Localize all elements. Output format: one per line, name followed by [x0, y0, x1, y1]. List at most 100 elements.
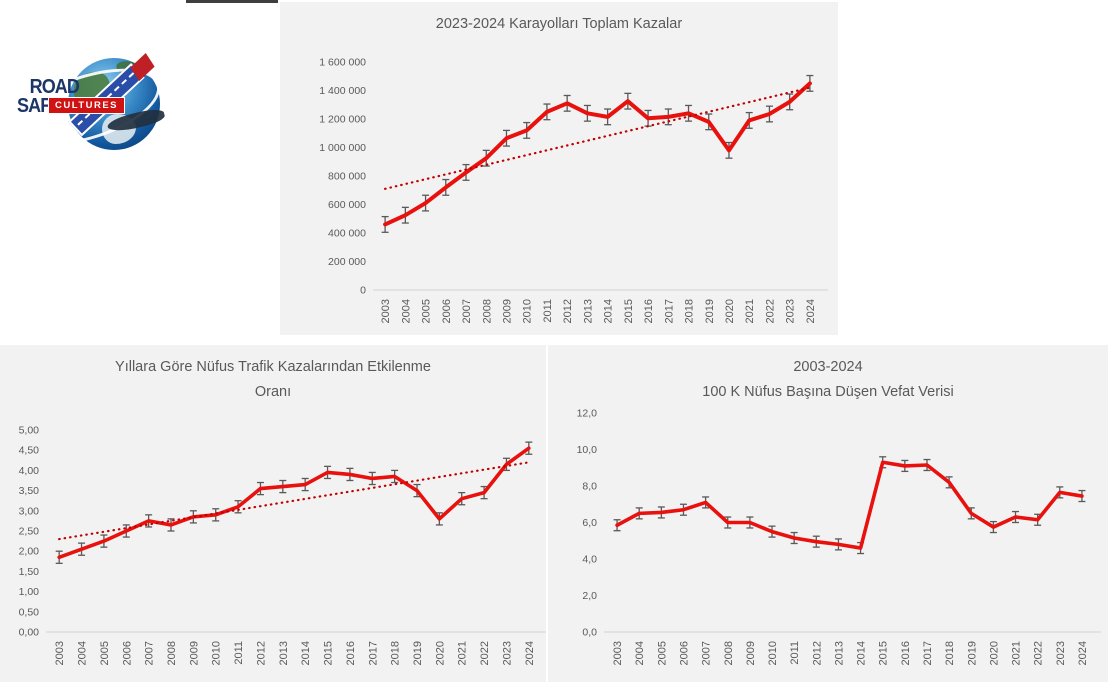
x-tick-label: 2019 [412, 641, 424, 665]
x-tick-label: 2019 [966, 641, 978, 665]
x-tick-label: 2024 [524, 641, 536, 665]
chart-title-line: 100 K Nüfus Başına Düşen Vefat Verisi [702, 384, 954, 400]
y-tick-label: 10,0 [577, 444, 598, 456]
x-tick-label: 2012 [255, 641, 267, 665]
x-tick-label: 2017 [922, 641, 934, 665]
x-tick-label: 2015 [623, 299, 635, 323]
chart-title-line: 2023-2024 Karayolları Toplam Kazalar [435, 16, 683, 32]
x-tick-label: 2019 [704, 299, 716, 323]
x-tick-label: 2020 [434, 641, 446, 665]
y-tick-label: 1 400 000 [319, 85, 366, 97]
logo-word-road: ROAD [29, 76, 80, 98]
x-tick-label: 2009 [501, 299, 513, 323]
x-tick-label: 2018 [684, 299, 696, 323]
x-tick-label: 2004 [400, 299, 412, 323]
x-tick-label: 2013 [278, 641, 290, 665]
series-line [615, 460, 1084, 550]
trendline [58, 461, 530, 541]
y-tick-label: 200 000 [328, 256, 366, 268]
x-tick-label: 2016 [345, 641, 357, 665]
series-line [57, 446, 531, 560]
chart-title: 2003-2024 100 K Nüfus Başına Düşen Vefat… [548, 355, 1108, 405]
x-tick-label: 2015 [323, 641, 335, 665]
x-tick-label: 2020 [988, 641, 1000, 665]
x-tick-label: 2014 [603, 299, 615, 323]
y-tick-label: 4,0 [582, 554, 597, 566]
x-tick-label: 2006 [678, 641, 690, 665]
x-tick-label: 2016 [643, 299, 655, 323]
chart-title: 2023-2024 Karayolları Toplam Kazalar [280, 12, 838, 37]
x-tick-label: 2022 [1033, 641, 1045, 665]
y-tick-label: 0,50 [19, 606, 40, 618]
y-tick-label: 6,0 [582, 517, 597, 529]
x-tick-label: 2009 [745, 641, 757, 665]
x-tick-label: 2015 [878, 641, 890, 665]
x-tick-label: 2020 [724, 299, 736, 323]
x-tick-label: 2007 [461, 299, 473, 323]
y-tick-label: 5,00 [19, 425, 40, 437]
x-tick-label: 2009 [188, 641, 200, 665]
y-tick-label: 0,0 [582, 627, 597, 639]
impact-rate-plot: 0,00 0,50 1,00 1,50 2,00 2,50 3,00 3,50 4,00 4,50… [19, 425, 546, 665]
x-tick-label: 2010 [211, 641, 223, 665]
y-tick-label: 1,50 [19, 566, 40, 578]
x-tick-label: 2017 [663, 299, 675, 323]
y-tick-label: 2,00 [19, 546, 40, 558]
y-tick-label: 4,50 [19, 445, 40, 457]
total-accidents-chart: 2023-2024 Karayolları Toplam Kazalar 0 20… [280, 2, 838, 335]
chart-title: Yıllara Göre Nüfus Trafik Kazalarından E… [0, 355, 546, 405]
x-tick-label: 2006 [441, 299, 453, 323]
x-tick-label: 2021 [457, 641, 469, 665]
x-tick-label: 2017 [367, 641, 379, 665]
x-tick-label: 2016 [900, 641, 912, 665]
x-tick-label: 2010 [522, 299, 534, 323]
x-tick-label: 2008 [166, 641, 178, 665]
logo-cultures-badge: CULTURES [48, 97, 126, 114]
x-tick-label: 2005 [421, 299, 433, 323]
y-tick-label: 2,0 [582, 590, 597, 602]
x-tick-label: 2023 [501, 641, 513, 665]
top-edge-strip [186, 0, 278, 3]
x-tick-label: 2011 [789, 641, 801, 665]
x-tick-label: 2011 [233, 641, 245, 665]
x-tick-label: 2003 [54, 641, 66, 665]
fatality-rate-plot: 0,0 2,0 4,0 6,0 8,0 10,0 12,0 2003 2004 2005 2006 2… [577, 408, 1101, 665]
x-tick-label: 2006 [121, 641, 133, 665]
y-tick-label: 1 200 000 [319, 114, 366, 126]
impact-rate-chart: Yıllara Göre Nüfus Trafik Kazalarından E… [0, 345, 546, 682]
x-tick-label: 2018 [944, 641, 956, 665]
x-tick-label: 2018 [390, 641, 402, 665]
x-tick-label: 2023 [785, 299, 797, 323]
y-tick-label: 2,50 [19, 526, 40, 538]
y-tick-label: 12,0 [577, 408, 598, 420]
x-tick-label: 2011 [542, 299, 554, 323]
y-tick-label: 8,0 [582, 481, 597, 493]
series-line [383, 81, 812, 227]
x-tick-label: 2004 [634, 641, 646, 665]
x-tick-label: 2022 [479, 641, 491, 665]
trendline [384, 86, 811, 190]
x-tick-label: 2003 [380, 299, 392, 323]
y-tick-label: 1,00 [19, 586, 40, 598]
x-tick-label: 2010 [767, 641, 779, 665]
x-tick-label: 2005 [656, 641, 668, 665]
x-tick-label: 2024 [1077, 641, 1089, 665]
x-tick-label: 2014 [856, 641, 868, 665]
x-tick-label: 2008 [481, 299, 493, 323]
road-safety-cultures-logo: ROAD SAFETY CULTURES [6, 53, 170, 161]
chart-title-line: Yıllara Göre Nüfus Trafik Kazalarından E… [115, 359, 431, 375]
y-tick-label: 3,00 [19, 505, 40, 517]
y-tick-label: 3,50 [19, 485, 40, 497]
x-tick-label: 2012 [811, 641, 823, 665]
x-tick-label: 2022 [764, 299, 776, 323]
x-tick-label: 2024 [805, 299, 817, 323]
y-tick-label: 800 000 [328, 171, 366, 183]
x-tick-label: 2004 [77, 641, 89, 665]
y-tick-label: 600 000 [328, 199, 366, 211]
x-tick-label: 2013 [833, 641, 845, 665]
chart-title-line: Oranı [254, 384, 292, 400]
x-tick-label: 2007 [144, 641, 156, 665]
y-tick-label: 4,00 [19, 465, 40, 477]
x-tick-label: 2021 [1011, 641, 1023, 665]
